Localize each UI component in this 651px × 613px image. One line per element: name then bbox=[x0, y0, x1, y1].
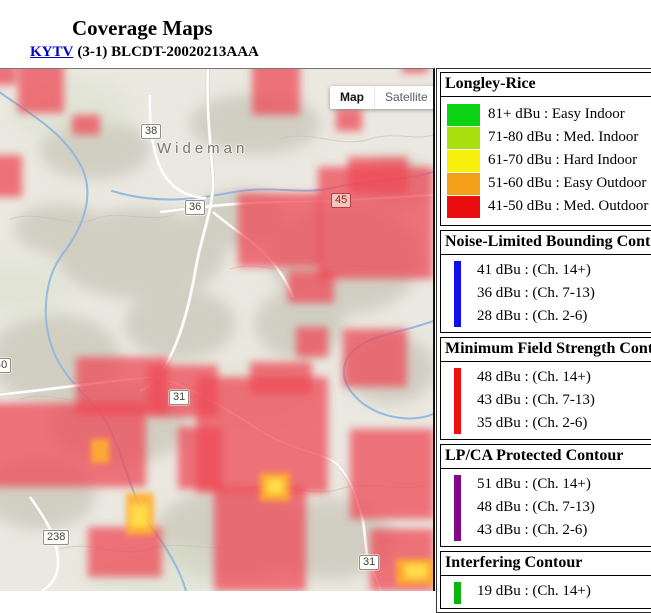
coverage-map[interactable]: Wideman 38 36 45 40 31 238 31 Map Satell… bbox=[0, 68, 435, 591]
legend-row-label: 19 dBu : (Ch. 14+) bbox=[477, 583, 591, 599]
color-swatch bbox=[447, 195, 480, 218]
map-canvas bbox=[0, 69, 433, 591]
legend-section-title: Noise-Limited Bounding Contour bbox=[441, 231, 651, 255]
legend-row: 41-50 dBu : Med. Outdoor bbox=[447, 195, 651, 218]
route-shield-31-b: 31 bbox=[359, 555, 380, 570]
station-channel: (3-1) bbox=[77, 44, 108, 60]
contour-color-bar bbox=[454, 261, 461, 327]
legend-row: 71-80 dBu : Med. Indoor bbox=[447, 126, 651, 149]
station-line: KYTV (3-1) BLCDT-20020213AAA bbox=[30, 44, 259, 61]
page-title: Coverage Maps bbox=[72, 16, 213, 41]
route-shield-40: 40 bbox=[0, 358, 12, 373]
legend-section-longley-rice: Longley-Rice 81+ dBu : Easy Indoor 71-80… bbox=[440, 72, 651, 226]
legend-row-label: 41-50 dBu : Med. Outdoor bbox=[488, 198, 649, 214]
contour-color-bar bbox=[454, 582, 461, 604]
legend-row-label: 43 dBu : (Ch. 7-13) bbox=[477, 392, 595, 408]
legend-row-label: 51-60 dBu : Easy Outdoor bbox=[488, 175, 647, 191]
legend-row-label: 51 dBu : (Ch. 14+) bbox=[477, 476, 591, 492]
legend-row-label: 36 dBu : (Ch. 7-13) bbox=[477, 285, 595, 301]
color-swatch bbox=[447, 126, 480, 149]
route-shield-238: 238 bbox=[43, 530, 70, 545]
legend-row-label: 43 dBu : (Ch. 2-6) bbox=[477, 522, 588, 538]
station-file-number: BLCDT-20020213AAA bbox=[111, 44, 259, 60]
station-callsign-link[interactable]: KYTV bbox=[30, 44, 74, 60]
legend-row-label: 81+ dBu : Easy Indoor bbox=[488, 106, 625, 122]
legend-row: 61-70 dBu : Hard Indoor bbox=[447, 149, 651, 172]
legend-row-label: 61-70 dBu : Hard Indoor bbox=[488, 152, 638, 168]
legend-section-title: Interfering Contour bbox=[441, 552, 651, 576]
legend-row-label: 41 dBu : (Ch. 14+) bbox=[477, 262, 591, 278]
legend-row: 81+ dBu : Easy Indoor bbox=[447, 103, 651, 126]
legend-section-interfering: Interfering Contour 19 dBu : (Ch. 14+) bbox=[440, 551, 651, 609]
color-swatch bbox=[447, 149, 480, 172]
contour-color-bar bbox=[454, 475, 461, 541]
legend-row-label: 28 dBu : (Ch. 2-6) bbox=[477, 308, 588, 324]
route-shield-36: 36 bbox=[185, 200, 206, 215]
legend-row-label: 35 dBu : (Ch. 2-6) bbox=[477, 415, 588, 431]
map-type-control: Map Satellite bbox=[330, 86, 433, 109]
legend-row-label: 48 dBu : (Ch. 7-13) bbox=[477, 499, 595, 515]
color-swatch bbox=[447, 103, 480, 126]
legend-section-title: Longley-Rice bbox=[441, 73, 651, 97]
legend-section-min-field-strength: Minimum Field Strength Contour 48 dBu : … bbox=[440, 337, 651, 440]
legend-section-title: Minimum Field Strength Contour bbox=[441, 338, 651, 362]
color-swatch bbox=[447, 172, 480, 195]
map-view-button[interactable]: Map bbox=[330, 86, 375, 109]
legend-section-lpca-protected: LP/CA Protected Contour 51 dBu : (Ch. 14… bbox=[440, 444, 651, 547]
legend-row: 51-60 dBu : Easy Outdoor bbox=[447, 172, 651, 195]
satellite-view-button[interactable]: Satellite bbox=[385, 90, 428, 104]
legend-panel: Longley-Rice 81+ dBu : Easy Indoor 71-80… bbox=[436, 68, 651, 613]
legend-row-label: 48 dBu : (Ch. 14+) bbox=[477, 369, 591, 385]
town-label: Wideman bbox=[157, 140, 249, 157]
legend-section-title: LP/CA Protected Contour bbox=[441, 445, 651, 469]
route-shield-45: 45 bbox=[331, 193, 352, 208]
route-shield-31-a: 31 bbox=[169, 390, 190, 405]
contour-color-bar bbox=[454, 368, 461, 434]
route-shield-38: 38 bbox=[141, 124, 162, 139]
legend-row-label: 71-80 dBu : Med. Indoor bbox=[488, 129, 639, 145]
legend-section-noise-limited: Noise-Limited Bounding Contour 41 dBu : … bbox=[440, 230, 651, 333]
